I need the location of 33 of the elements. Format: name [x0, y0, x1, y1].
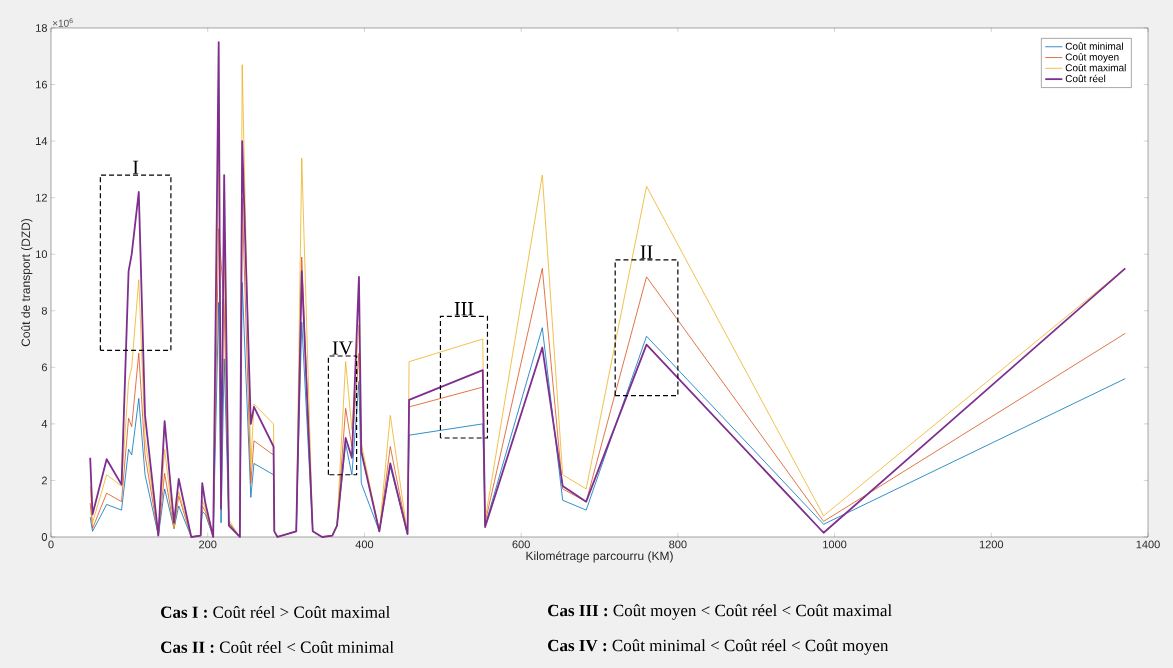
y-tick-label: 6	[41, 363, 47, 372]
x-tick-label: 0	[48, 540, 54, 549]
text: Cas II : Coût réel < Coût minimal	[161, 640, 394, 654]
y-tick-label: 16	[36, 80, 47, 89]
legend-label: Coût maximal	[1065, 63, 1126, 72]
y-axis-title: Coût de transport (DZD)	[21, 218, 33, 347]
y-tick-label: 12	[36, 193, 47, 202]
x-tick-label: 1400	[1136, 540, 1160, 549]
annotation: IV	[332, 341, 353, 355]
y-tick-label: 18	[36, 24, 47, 32]
y-tick-label: 0	[41, 533, 48, 541]
x-tick-label: 1000	[823, 540, 847, 549]
legend-label: Coût réel	[1065, 74, 1106, 83]
y-tick-label: 8	[41, 306, 47, 315]
y-tick-label: 4	[41, 420, 48, 428]
x-tick-label: 200	[199, 540, 217, 549]
x-tick-label: 1200	[979, 540, 1004, 549]
text: Cas I : Coût réel > Coût maximal	[161, 605, 390, 619]
legend-label: Coût moyen	[1065, 53, 1119, 63]
x-tick-label: 400	[355, 540, 374, 549]
x-tick-label: 800	[669, 540, 687, 549]
annotation: II	[640, 245, 653, 259]
annotation: I	[133, 160, 139, 174]
x-tick-label: 600	[512, 540, 530, 549]
text: Cas III : Coût moyen < Coût réel < Coût maximal	[548, 604, 892, 620]
y-tick-label: 2	[41, 476, 47, 485]
annotation: III	[454, 302, 474, 316]
y-tick-label: 14	[36, 137, 48, 145]
text: Cas IV : Coût minimal < Coût réel < Coût moyen	[548, 639, 889, 655]
legend-label: Coût minimal	[1065, 42, 1123, 50]
text: ×10$^{6}$	[52, 18, 73, 27]
y-tick-label: 10	[36, 250, 48, 259]
x-axis-title: Kilométrage parcourru (KM)	[526, 551, 673, 563]
